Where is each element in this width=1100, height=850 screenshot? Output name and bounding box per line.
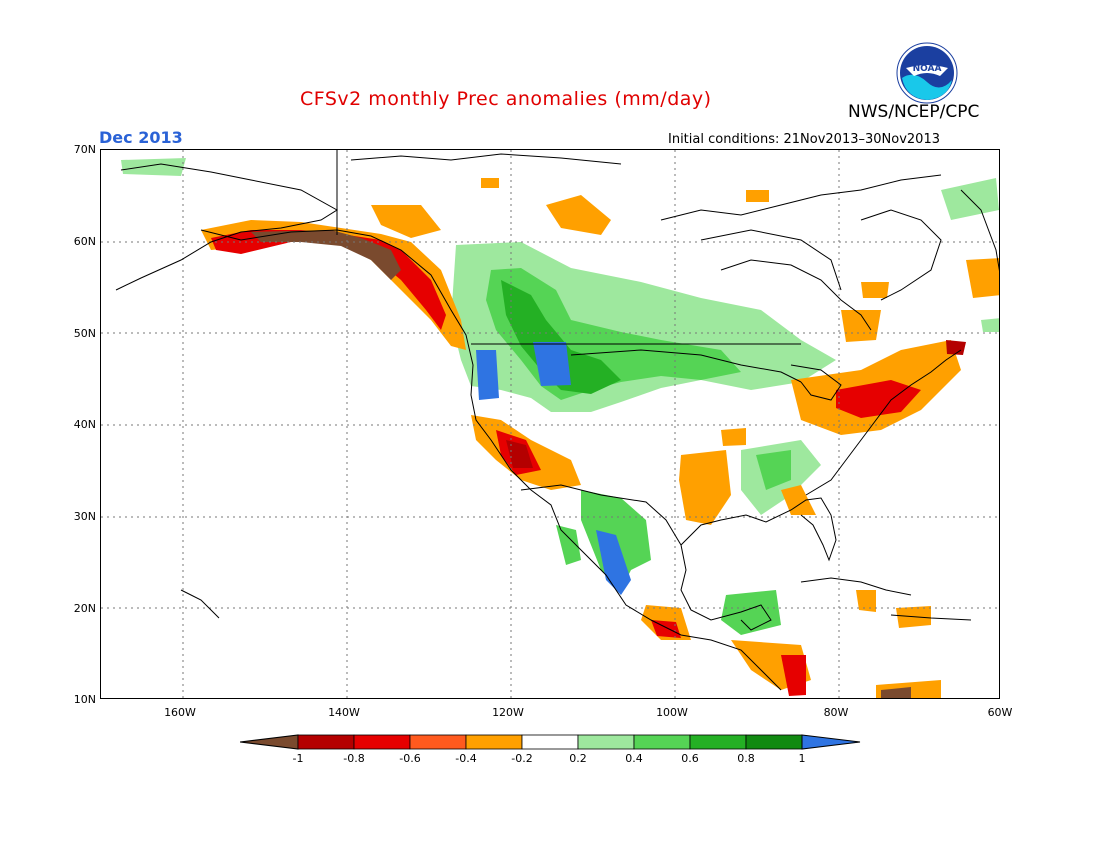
anomaly-region xyxy=(861,282,889,298)
anomaly-region xyxy=(371,205,441,238)
lon-label-100w: 100W xyxy=(656,706,688,719)
noaa-logo-icon: NOAA xyxy=(896,42,958,104)
anomaly-region xyxy=(481,178,499,188)
anomaly-region xyxy=(856,590,876,612)
lon-label-140w: 140W xyxy=(328,706,360,719)
map-title: CFSv2 monthly Prec anomalies (mm/day) xyxy=(300,88,712,110)
agency-label: NWS/NCEP/CPC xyxy=(848,102,980,122)
anomaly-region xyxy=(746,190,769,202)
anomaly-region xyxy=(981,318,999,332)
anomaly-region xyxy=(946,340,966,355)
coastlines xyxy=(115,150,999,691)
colorbar-cell xyxy=(745,734,803,750)
valid-month-label: Dec 2013 xyxy=(99,128,183,147)
lon-label-120w: 120W xyxy=(492,706,524,719)
colorbar-cells xyxy=(297,734,803,750)
initial-conditions-label: Initial conditions: 21Nov2013–30Nov2013 xyxy=(668,132,940,147)
colorbar-under-arrow xyxy=(240,734,299,750)
anomaly-region xyxy=(881,687,911,698)
anomaly-region xyxy=(596,530,631,595)
colorbar-label: -1 xyxy=(292,752,304,765)
colorbar-label: 1 xyxy=(798,752,806,765)
anomaly-region xyxy=(501,280,621,394)
lat-label-40n: 40N xyxy=(73,418,96,431)
anomaly-region xyxy=(556,525,581,565)
anomaly-region xyxy=(966,258,999,298)
anomaly-region xyxy=(781,655,806,696)
lon-label-60w: 60W xyxy=(987,706,1013,719)
colorbar-label: -0.8 xyxy=(343,752,365,765)
colorbar-label: -0.2 xyxy=(511,752,533,765)
anomaly-region xyxy=(546,195,611,235)
colorbar-cell xyxy=(689,734,747,750)
lat-label-10n: 10N xyxy=(73,693,96,706)
lon-label-80w: 80W xyxy=(823,706,849,719)
lat-label-60n: 60N xyxy=(73,235,96,248)
colorbar-label: 0.2 xyxy=(569,752,587,765)
colorbar-label: 0.6 xyxy=(681,752,699,765)
anomaly-layer xyxy=(121,158,999,698)
anomaly-region xyxy=(781,485,816,515)
anomaly-region xyxy=(533,342,571,386)
lat-label-30n: 30N xyxy=(73,510,96,523)
colorbar-label: 0.4 xyxy=(625,752,643,765)
lon-label-160w: 160W xyxy=(164,706,196,719)
anomaly-region xyxy=(121,158,186,176)
anomaly-region xyxy=(476,350,499,400)
anomaly-region xyxy=(251,230,401,280)
anomaly-region xyxy=(836,380,921,418)
colorbar-cell xyxy=(409,734,467,750)
lat-label-70n: 70N xyxy=(73,143,96,156)
colorbar-label: -0.6 xyxy=(399,752,421,765)
map-canvas xyxy=(101,150,999,698)
colorbar-cell xyxy=(353,734,411,750)
anomaly-region xyxy=(841,310,881,342)
colorbar-cell xyxy=(465,734,523,750)
anomaly-region xyxy=(651,620,681,638)
logo-text: NOAA xyxy=(913,64,942,74)
colorbar-label: 0.8 xyxy=(737,752,755,765)
graticule xyxy=(101,150,999,698)
colorbar-cell xyxy=(633,734,691,750)
colorbar-cell xyxy=(297,734,355,750)
anomaly-region xyxy=(679,450,731,525)
colorbar-cell xyxy=(577,734,635,750)
anomaly-region xyxy=(721,590,781,635)
colorbar-over-arrow xyxy=(801,734,861,750)
colorbar-label: -0.4 xyxy=(455,752,477,765)
colorbar-cell xyxy=(521,734,579,750)
map-panel xyxy=(100,149,1000,699)
lat-label-50n: 50N xyxy=(73,327,96,340)
anomaly-region xyxy=(756,450,791,490)
colorbar xyxy=(240,734,861,750)
anomaly-region xyxy=(721,428,746,446)
lat-label-20n: 20N xyxy=(73,602,96,615)
anomaly-region xyxy=(506,440,533,468)
